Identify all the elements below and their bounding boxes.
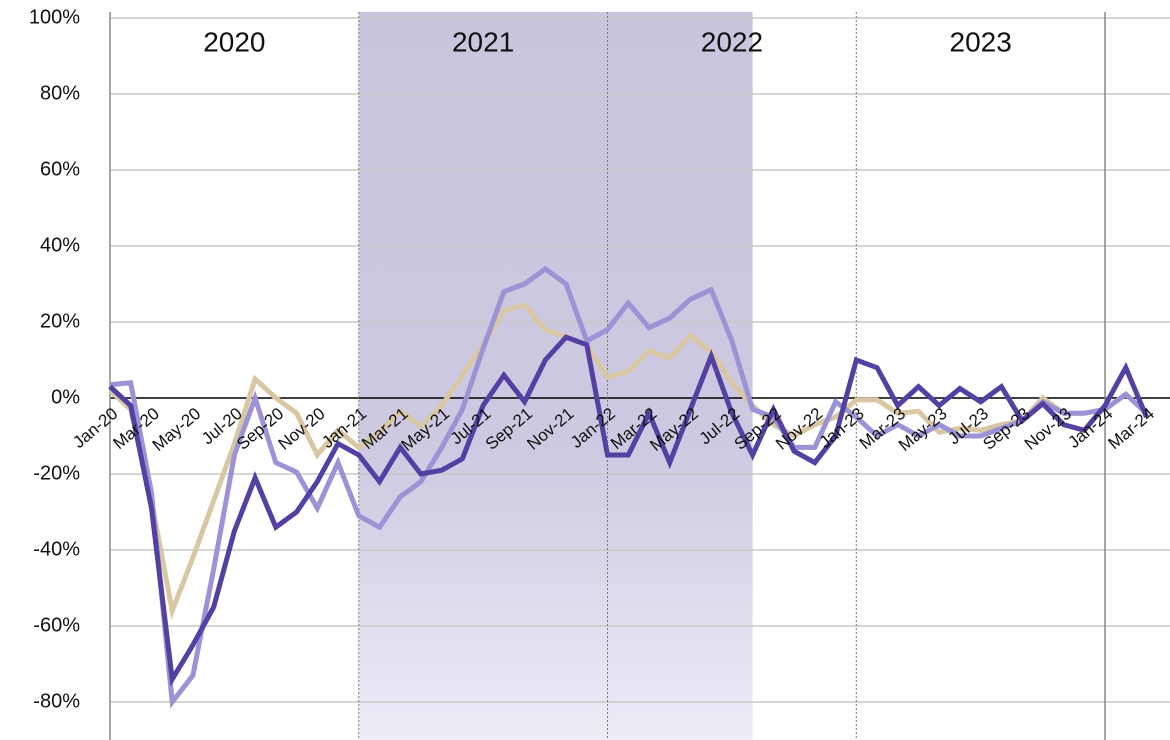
y-tick-label: -60% (33, 614, 80, 636)
highlight-band (358, 12, 753, 740)
year-label: 2020 (203, 26, 265, 57)
y-tick-label: 80% (40, 82, 80, 104)
year-label: 2021 (452, 26, 514, 57)
year-label: 2023 (950, 26, 1012, 57)
x-tick-label: Nov-20 (275, 404, 329, 454)
y-tick-label: 60% (40, 158, 80, 180)
y-tick-label: 20% (40, 310, 80, 332)
year-label: 2022 (701, 26, 763, 57)
series-line (109, 265, 1149, 709)
y-tick-label: 40% (40, 234, 80, 256)
y-tick-label: -40% (33, 538, 80, 560)
series-line (108, 334, 1149, 687)
y-tick-label: -80% (33, 690, 80, 712)
y-tick-label: 100% (29, 6, 80, 28)
y-tick-label: -20% (33, 462, 80, 484)
x-tick-label: Mar-24 (1104, 404, 1157, 453)
y-tick-label: 0% (51, 386, 80, 408)
series-line (108, 302, 1149, 620)
